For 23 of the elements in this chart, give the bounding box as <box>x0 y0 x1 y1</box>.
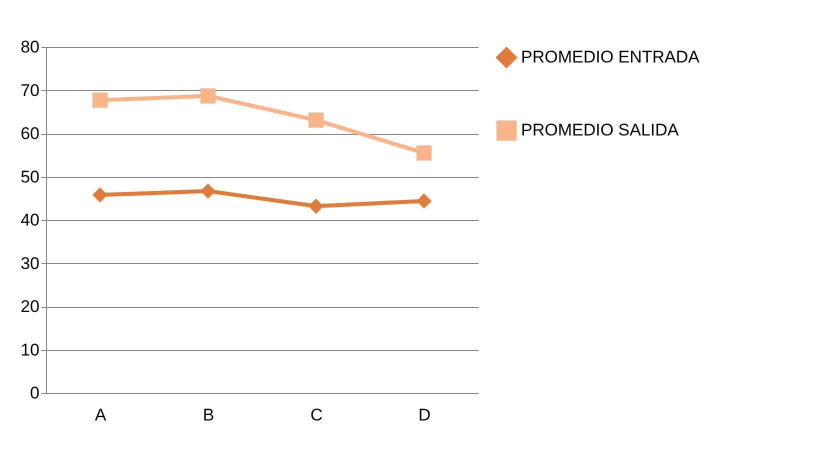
y-tick-label: 50 <box>20 167 40 186</box>
legend-label: PROMEDIO SALIDA <box>521 120 680 140</box>
x-tick-label: B <box>202 406 214 424</box>
point <box>92 187 108 202</box>
y-tick-label: 20 <box>20 297 40 316</box>
y-tick-label: 30 <box>20 254 40 273</box>
y-tick-label: 70 <box>20 80 40 100</box>
y-tick-label: 60 <box>20 124 40 143</box>
point <box>92 92 108 108</box>
legend-label: PROMEDIO ENTRADA <box>521 48 700 66</box>
y-tick-label: 80 <box>20 38 40 56</box>
y-tick-label: 40 <box>20 210 40 230</box>
x-tick-label: C <box>310 406 323 424</box>
point <box>308 112 324 128</box>
x-tick-label: A <box>94 406 107 424</box>
y-tick-label: 0 <box>30 384 40 402</box>
point <box>308 198 324 214</box>
point <box>200 183 216 199</box>
y-tick-label: 10 <box>20 340 40 360</box>
x-tick-label: D <box>418 406 431 424</box>
point <box>416 145 432 161</box>
point <box>200 88 216 104</box>
point <box>416 193 432 209</box>
